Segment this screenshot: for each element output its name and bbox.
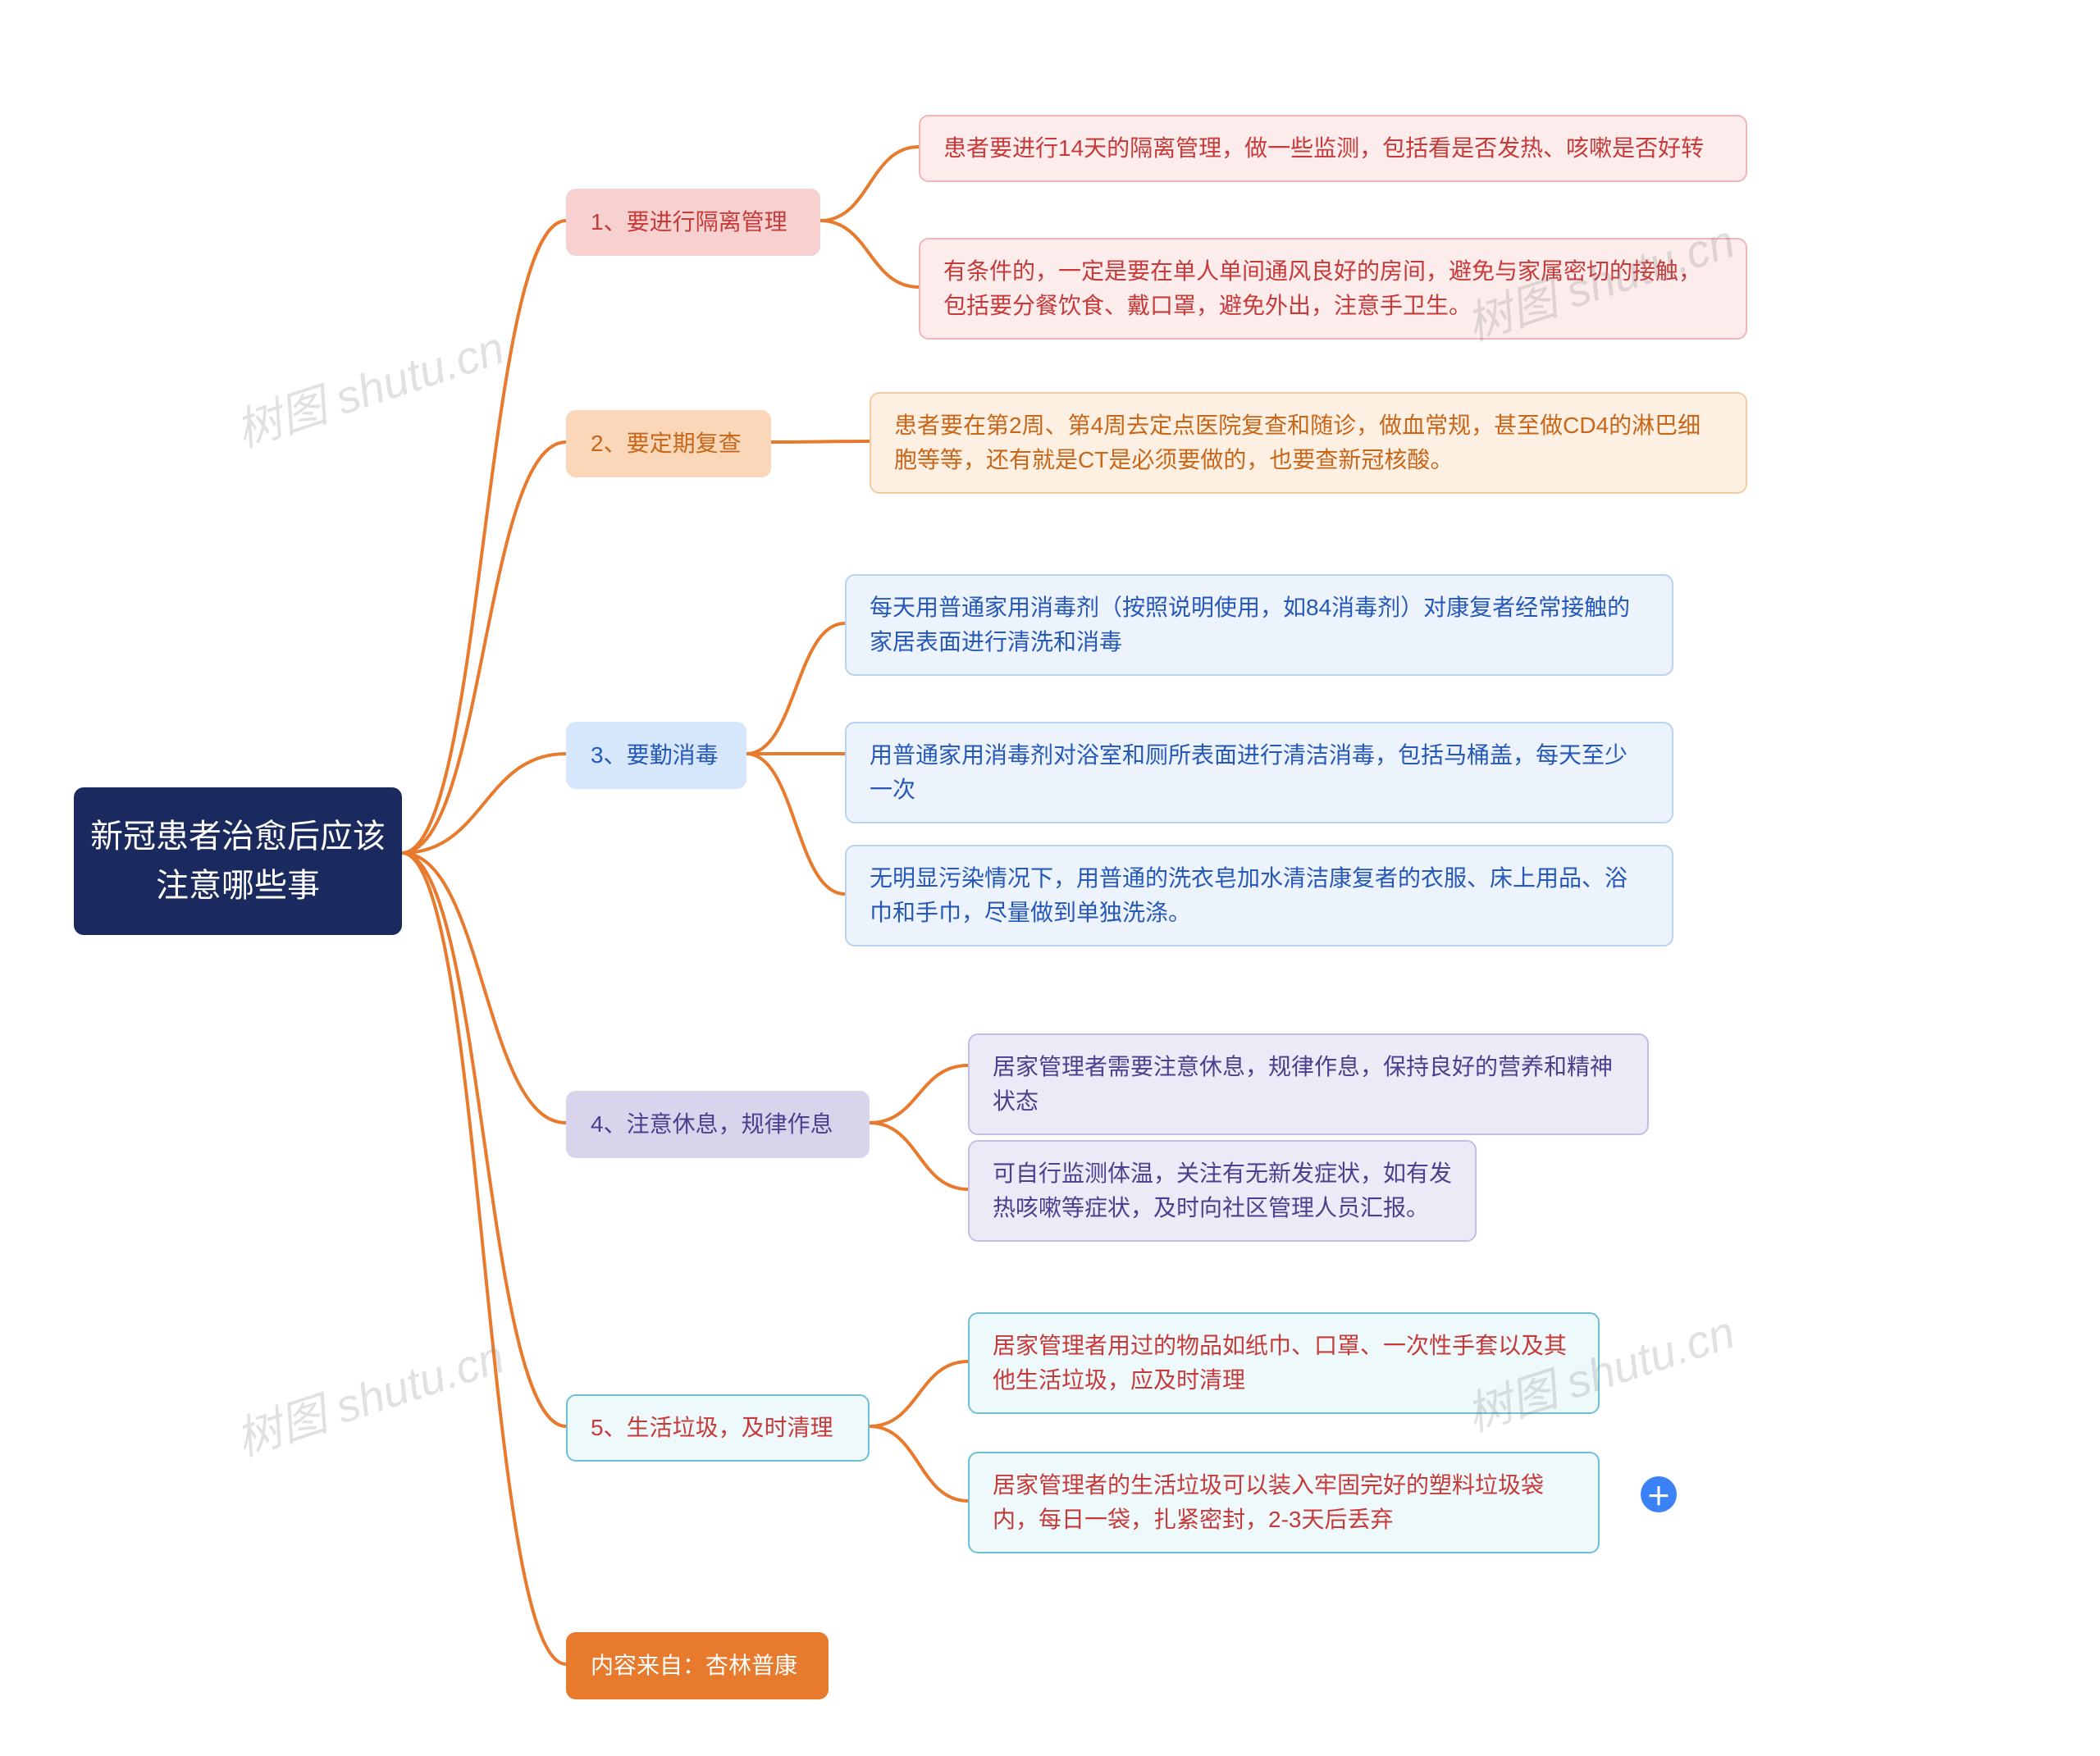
branch-node-2[interactable]: 2、要定期复查 [566,410,771,477]
leaf-node-3-2[interactable]: 用普通家用消毒剂对浴室和厕所表面进行清洁消毒，包括马桶盖，每天至少一次 [845,722,1673,823]
add-node-button[interactable]: ＋ [1641,1476,1677,1512]
leaf-node-1-2[interactable]: 有条件的，一定是要在单人单间通风良好的房间，避免与家属密切的接触，包括要分餐饮食… [919,238,1747,340]
leaf-node-5-1[interactable]: 居家管理者用过的物品如纸巾、口罩、一次性手套以及其他生活垃圾，应及时清理 [968,1312,1600,1414]
leaf-node-4-2[interactable]: 可自行监测体温，关注有无新发症状，如有发热咳嗽等症状，及时向社区管理人员汇报。 [968,1140,1477,1242]
watermark: 树图 shutu.cn [226,312,512,461]
branch-node-6[interactable]: 内容来自：杏林普康 [566,1632,829,1699]
branch-node-4[interactable]: 4、注意休息，规律作息 [566,1091,870,1158]
leaf-node-1-1[interactable]: 患者要进行14天的隔离管理，做一些监测，包括看是否发热、咳嗽是否好转 [919,115,1747,182]
branch-node-3[interactable]: 3、要勤消毒 [566,722,746,789]
branch-node-1[interactable]: 1、要进行隔离管理 [566,189,820,256]
watermark: 树图 shutu.cn [226,1320,512,1470]
leaf-node-4-1[interactable]: 居家管理者需要注意休息，规律作息，保持良好的营养和精神状态 [968,1033,1649,1135]
branch-node-5[interactable]: 5、生活垃圾，及时清理 [566,1394,870,1462]
leaf-node-5-2[interactable]: 居家管理者的生活垃圾可以装入牢固完好的塑料垃圾袋内，每日一袋，扎紧密封，2-3天… [968,1452,1600,1553]
leaf-node-3-1[interactable]: 每天用普通家用消毒剂（按照说明使用，如84消毒剂）对康复者经常接触的家居表面进行… [845,574,1673,676]
leaf-node-3-3[interactable]: 无明显污染情况下，用普通的洗衣皂加水清洁康复者的衣服、床上用品、浴巾和手巾，尽量… [845,845,1673,946]
root-node[interactable]: 新冠患者治愈后应该注意哪些事 [74,787,402,935]
leaf-node-2-1[interactable]: 患者要在第2周、第4周去定点医院复查和随诊，做血常规，甚至做CD4的淋巴细胞等等… [870,392,1747,494]
